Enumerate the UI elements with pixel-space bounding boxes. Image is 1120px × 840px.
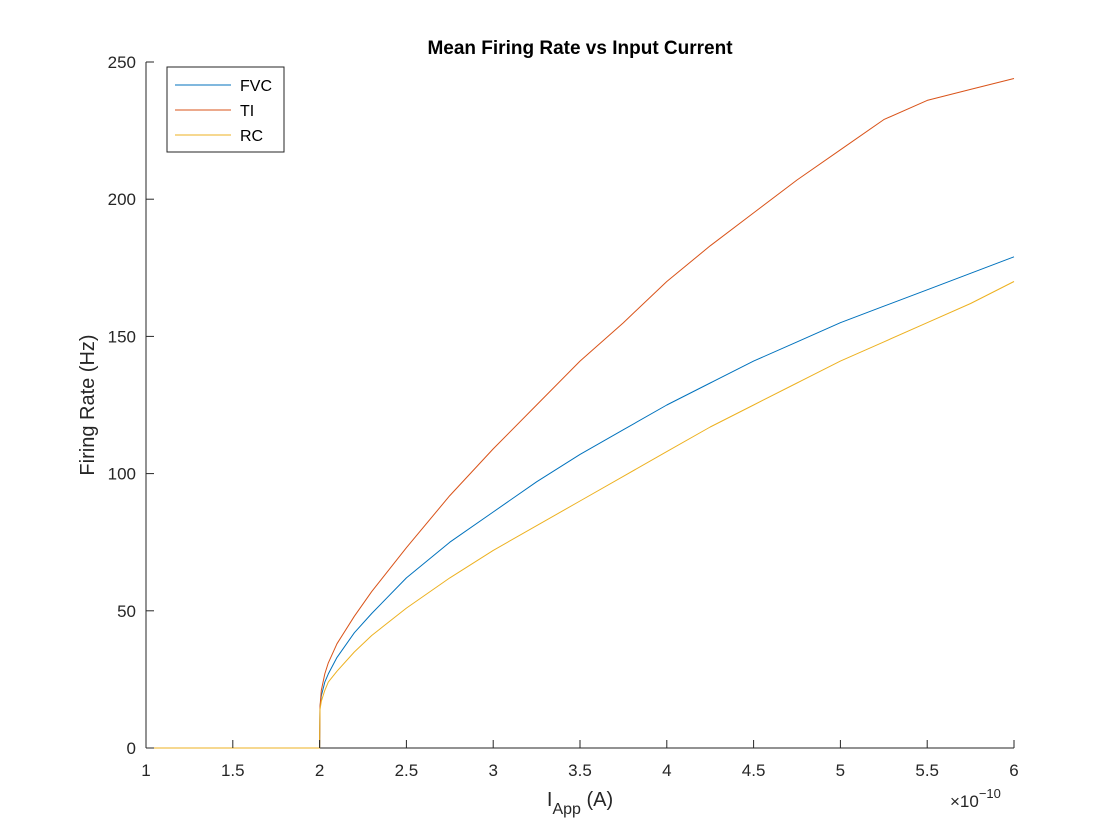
x-axis-label-subscript: App [552,801,581,818]
series-line-fvc [146,256,1015,749]
chart-title: Mean Firing Rate vs Input Current [427,38,733,59]
x-tick-label: 4.5 [742,761,766,780]
x-axis-label-unit: (A) [581,789,613,811]
y-tick-label: 150 [108,327,136,346]
y-tick-label: 50 [117,602,136,621]
legend-label-fvc: FVC [240,78,272,95]
legend-label-rc: RC [240,128,263,145]
x-tick-label: 5 [836,761,845,780]
x-axis-exponent-base: ×10 [950,792,979,811]
x-axis-exponent-power: −10 [979,786,1001,801]
x-tick-label: 3.5 [568,761,592,780]
series-line-rc [146,281,1015,749]
x-tick-label: 5.5 [915,761,939,780]
y-tick-label: 0 [127,739,136,758]
x-axis-ticks: 1 1.5 2 2.5 3 3.5 4 4.5 5 5.5 6 [141,740,1019,780]
x-tick-label: 2 [315,761,324,780]
legend-label-ti: TI [240,103,254,120]
x-axis-label-main: I [547,789,553,811]
y-tick-label: 100 [108,465,136,484]
plot-area: 1 1.5 2 2.5 3 3.5 4 4.5 5 5.5 6 0 50 100 150 200 250 [108,53,1019,780]
x-tick-label: 6 [1009,761,1018,780]
series-line-ti [146,78,1015,749]
x-tick-label: 4 [662,761,671,780]
y-axis-label: Firing Rate (Hz) [77,334,99,475]
x-tick-label: 3 [488,761,497,780]
x-tick-label: 2.5 [395,761,419,780]
x-axis-label: IApp (A) [547,789,613,818]
y-axis-ticks: 0 50 100 150 200 250 [108,53,154,758]
x-tick-label: 1.5 [221,761,245,780]
y-tick-label: 250 [108,53,136,72]
x-tick-label: 1 [141,761,150,780]
legend: FVC TI RC [166,66,285,153]
y-tick-label: 200 [108,190,136,209]
series-layer [146,78,1015,749]
x-axis-exponent: ×10−10 [950,786,1001,811]
